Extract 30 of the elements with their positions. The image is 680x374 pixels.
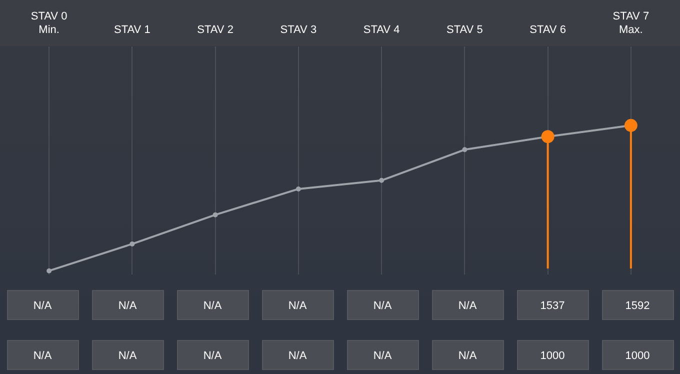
text: 1000 (602, 340, 674, 370)
x-tick-label: STAV 2 (197, 24, 234, 36)
data-label: N/A (432, 290, 504, 320)
point (46, 268, 52, 274)
text: N/A (176, 340, 248, 370)
data-label: 1592 (602, 290, 674, 320)
data-label: N/A (346, 290, 418, 320)
point (296, 186, 301, 192)
text: N/A (346, 340, 418, 370)
text: N/A (6, 340, 78, 370)
point (130, 241, 135, 246)
data-label: 1537 (516, 290, 588, 320)
x-tick-label: STAV 3 (280, 24, 317, 36)
text: N/A (262, 340, 334, 370)
x-tick-label: STAV 5 (446, 24, 483, 36)
text: 1000 (516, 340, 588, 370)
text: N/A (92, 340, 164, 370)
x-tick-label: STAV 0 Min. (30, 10, 68, 36)
data-label: N/A (262, 290, 334, 320)
x-tick-label: STAV 4 (363, 24, 400, 36)
point (462, 147, 468, 152)
data-label: N/A (6, 290, 78, 320)
data-label: N/A (176, 290, 248, 320)
data-label: N/A (92, 290, 164, 320)
x-tick-label: STAV 1 (114, 24, 150, 36)
point (379, 178, 384, 183)
point (212, 212, 218, 218)
x-tick-label: STAV 7 Max. (612, 10, 650, 36)
x-tick-label: STAV 6 (530, 24, 566, 36)
text: N/A (432, 340, 504, 370)
